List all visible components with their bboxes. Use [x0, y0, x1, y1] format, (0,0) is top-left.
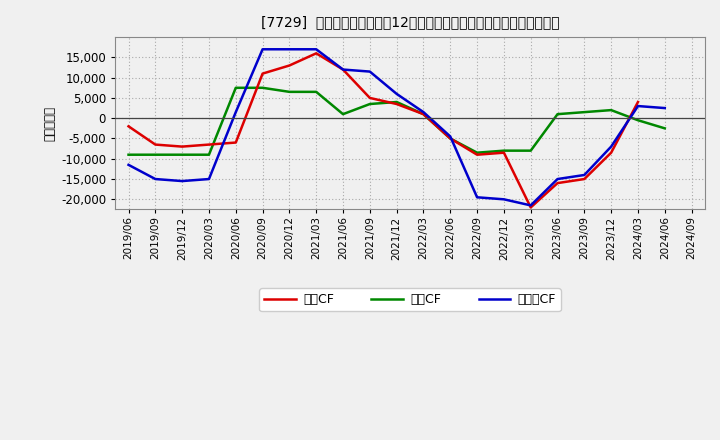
フリーCF	[338, 67, 347, 72]
営業CF	[231, 140, 240, 145]
フリーCF	[231, 110, 240, 115]
投資CF	[607, 107, 616, 113]
フリーCF	[553, 176, 562, 182]
フリーCF	[151, 176, 160, 182]
Line: 営業CF: 営業CF	[129, 53, 638, 207]
Title: [7729]  キャッシュフローの12か月移動合計の対前年同期増減額の推移: [7729] キャッシュフローの12か月移動合計の対前年同期増減額の推移	[261, 15, 559, 29]
投資CF	[366, 101, 374, 106]
投資CF	[285, 89, 294, 95]
Line: フリーCF: フリーCF	[129, 49, 665, 205]
営業CF	[366, 95, 374, 101]
投資CF	[419, 111, 428, 117]
投資CF	[392, 99, 401, 105]
営業CF	[178, 144, 186, 149]
営業CF	[151, 142, 160, 147]
フリーCF	[580, 172, 589, 178]
Line: 投資CF: 投資CF	[129, 88, 665, 155]
投資CF	[553, 111, 562, 117]
フリーCF	[446, 134, 454, 139]
投資CF	[446, 136, 454, 141]
投資CF	[580, 110, 589, 115]
フリーCF	[634, 103, 642, 109]
フリーCF	[258, 47, 267, 52]
フリーCF	[125, 162, 133, 168]
投資CF	[258, 85, 267, 91]
営業CF	[473, 152, 482, 158]
フリーCF	[607, 144, 616, 149]
営業CF	[580, 176, 589, 182]
フリーCF	[178, 179, 186, 184]
投資CF	[151, 152, 160, 158]
フリーCF	[285, 47, 294, 52]
営業CF	[338, 67, 347, 72]
営業CF	[634, 99, 642, 105]
営業CF	[526, 205, 535, 210]
投資CF	[660, 126, 669, 131]
フリーCF	[392, 91, 401, 96]
フリーCF	[312, 47, 320, 52]
フリーCF	[526, 203, 535, 208]
投資CF	[312, 89, 320, 95]
投資CF	[473, 150, 482, 155]
Y-axis label: （百万円）: （百万円）	[44, 106, 57, 141]
営業CF	[446, 136, 454, 141]
投資CF	[338, 111, 347, 117]
営業CF	[607, 150, 616, 155]
営業CF	[553, 180, 562, 186]
営業CF	[419, 111, 428, 117]
投資CF	[204, 152, 213, 158]
営業CF	[258, 71, 267, 76]
フリーCF	[204, 176, 213, 182]
営業CF	[204, 142, 213, 147]
フリーCF	[473, 194, 482, 200]
営業CF	[500, 150, 508, 155]
投資CF	[634, 117, 642, 123]
フリーCF	[500, 197, 508, 202]
投資CF	[231, 85, 240, 91]
投資CF	[500, 148, 508, 153]
投資CF	[125, 152, 133, 158]
営業CF	[285, 63, 294, 68]
営業CF	[312, 51, 320, 56]
投資CF	[526, 148, 535, 153]
Legend: 営業CF, 投資CF, フリーCF: 営業CF, 投資CF, フリーCF	[259, 288, 561, 311]
フリーCF	[419, 110, 428, 115]
投資CF	[178, 152, 186, 158]
フリーCF	[366, 69, 374, 74]
営業CF	[392, 101, 401, 106]
営業CF	[125, 124, 133, 129]
フリーCF	[660, 106, 669, 111]
